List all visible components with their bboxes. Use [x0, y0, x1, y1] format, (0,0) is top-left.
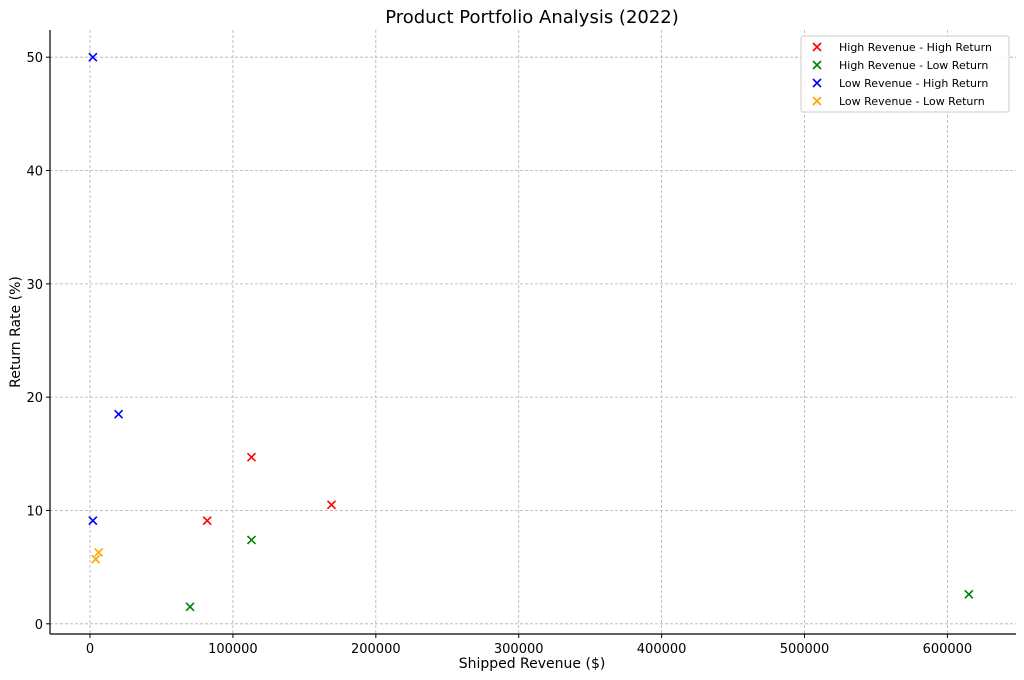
data-point: [94, 547, 104, 557]
x-tick-label: 500000: [780, 642, 830, 657]
y-tick-label: 40: [26, 165, 43, 180]
legend-label: High Revenue - Low Return: [839, 59, 988, 72]
x-tick-label: 600000: [923, 642, 973, 657]
legend-box: [800, 35, 1010, 113]
data-point: [246, 452, 257, 462]
legend-marker: [812, 96, 822, 106]
x-tick-label: 200000: [351, 642, 401, 657]
data-point: [91, 554, 101, 564]
legend-label: Low Revenue - High Return: [839, 77, 988, 90]
chart-title: Product Portfolio Analysis (2022): [385, 7, 679, 28]
data-point: [246, 535, 257, 545]
data-point: [185, 602, 195, 612]
y-axis-title: Return Rate (%): [8, 276, 24, 388]
data-point: [326, 500, 337, 510]
x-tick-label: 100000: [208, 642, 258, 657]
tick-labels: 0 100000 200000 300000 400000 500000 600000 0 10…: [26, 51, 972, 657]
legend-marker: [812, 60, 822, 70]
y-tick-label: 30: [26, 278, 43, 293]
axes: [46, 30, 1016, 638]
legend: High Revenue - High Return High Revenue -…: [800, 35, 1010, 113]
data-points: [88, 52, 974, 612]
data-point: [114, 409, 124, 419]
x-tick-label: 400000: [637, 642, 687, 657]
legend-label: Low Revenue - Low Return: [839, 95, 985, 108]
data-point: [88, 52, 98, 62]
y-tick-label: 20: [26, 391, 43, 406]
data-point: [202, 516, 212, 526]
x-axis-title: Shipped Revenue ($): [459, 656, 606, 672]
x-tick-label: 300000: [494, 642, 544, 657]
legend-label: High Revenue - High Return: [839, 41, 992, 54]
data-point: [964, 589, 974, 599]
y-tick-label: 10: [26, 504, 43, 519]
y-tick-label: 50: [26, 51, 43, 66]
grid: [50, 30, 1016, 634]
x-tick-label: 0: [86, 642, 94, 657]
data-point: [88, 516, 98, 526]
legend-marker: [812, 42, 822, 52]
legend-marker: [812, 78, 822, 88]
y-tick-label: 0: [35, 618, 43, 633]
